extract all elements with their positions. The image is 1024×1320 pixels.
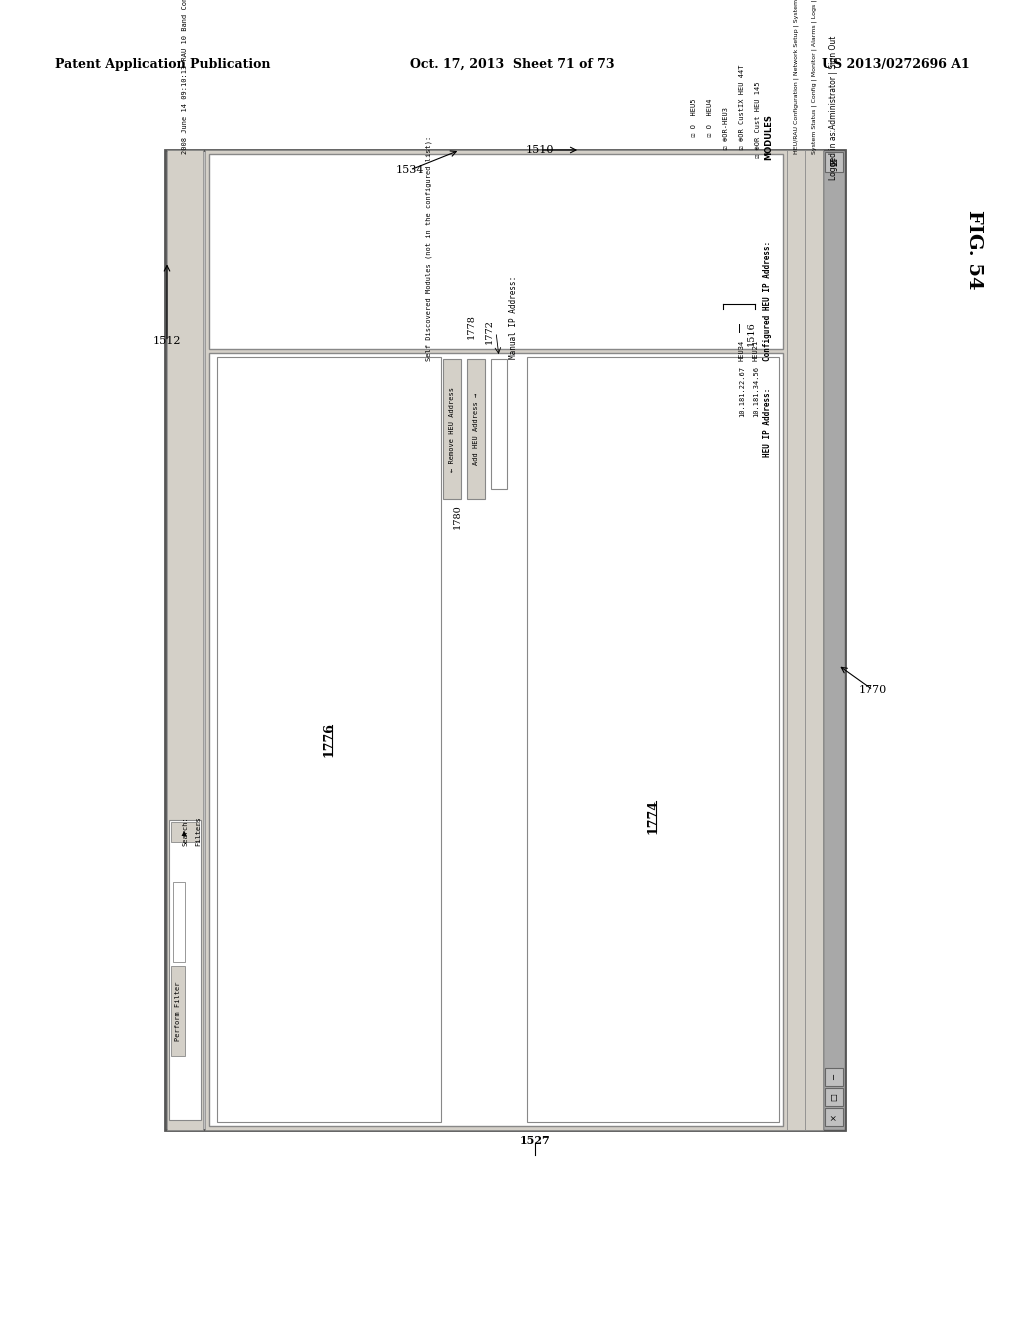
Text: HEU IP Address:: HEU IP Address: — [763, 388, 771, 457]
Text: 1774: 1774 — [646, 799, 659, 833]
Polygon shape — [209, 154, 783, 348]
Text: Patent Application Publication: Patent Application Publication — [55, 58, 270, 71]
Text: HEU/RAU Configuration | Network Setup | System HEUs | Maintenance | Options | Us: HEU/RAU Configuration | Network Setup | … — [794, 0, 799, 154]
Text: 1778: 1778 — [467, 314, 475, 339]
Text: FIG. 54: FIG. 54 — [965, 210, 983, 289]
Text: ☑ O  HEU5: ☑ O HEU5 — [691, 99, 697, 158]
Text: ☑ ⊕OR Cust HEU 145: ☑ ⊕OR Cust HEU 145 — [755, 82, 761, 158]
Text: MODULES: MODULES — [765, 114, 773, 160]
Text: Filters: Filters — [195, 816, 201, 846]
Text: ☑ ⊕OR-HEU3: ☑ ⊕OR-HEU3 — [723, 107, 729, 158]
Text: 1772: 1772 — [485, 319, 494, 345]
Polygon shape — [165, 150, 845, 1130]
Text: ×: × — [829, 1114, 839, 1121]
Text: US 2013/0272696 A1: US 2013/0272696 A1 — [822, 58, 970, 71]
Polygon shape — [490, 359, 507, 488]
Text: Manual IP Address:: Manual IP Address: — [509, 276, 517, 359]
Text: 2008 June 14 09:10:13—RAU 10 Band Configuration Cellular Enabled: 2008 June 14 09:10:13—RAU 10 Band Config… — [182, 0, 188, 154]
Text: 1510: 1510 — [525, 145, 554, 154]
Text: ⊠: ⊠ — [829, 158, 839, 166]
Text: 1770: 1770 — [859, 685, 887, 696]
Polygon shape — [527, 356, 779, 1122]
Text: HEU21: HEU21 — [753, 339, 759, 360]
Text: Add HEU Address →: Add HEU Address → — [473, 393, 479, 465]
Text: System Status | Config | Monitor | Alarms | Logs | Properties | Installation | S: System Status | Config | Monitor | Alarm… — [811, 0, 817, 154]
Polygon shape — [825, 152, 843, 172]
Text: Logged in as:Administrator | Sign Out: Logged in as:Administrator | Sign Out — [829, 36, 839, 180]
Text: 1534: 1534 — [395, 165, 424, 176]
Text: ☑ ⊕OR CustIX HEU 44T: ☑ ⊕OR CustIX HEU 44T — [739, 65, 745, 158]
Text: □: □ — [829, 1093, 839, 1101]
Text: ▶: ▶ — [182, 829, 188, 834]
Text: ─: ─ — [829, 1074, 839, 1080]
Polygon shape — [169, 820, 201, 1119]
Polygon shape — [205, 150, 787, 1130]
Polygon shape — [467, 359, 485, 499]
Polygon shape — [443, 359, 461, 499]
Text: Search:: Search: — [183, 816, 189, 846]
Polygon shape — [209, 352, 783, 1126]
Polygon shape — [167, 150, 203, 1130]
Polygon shape — [787, 150, 805, 1130]
Polygon shape — [171, 822, 199, 842]
Text: ☑ O  HEU4: ☑ O HEU4 — [707, 99, 713, 158]
Text: 1512: 1512 — [153, 337, 181, 346]
Text: Oct. 17, 2013  Sheet 71 of 73: Oct. 17, 2013 Sheet 71 of 73 — [410, 58, 614, 71]
Polygon shape — [825, 1088, 843, 1106]
Text: 10.181.34.56: 10.181.34.56 — [753, 366, 759, 417]
Polygon shape — [805, 150, 823, 1130]
Text: ← Remove HEU Address: ← Remove HEU Address — [449, 387, 455, 471]
Text: Perform Filter: Perform Filter — [175, 981, 181, 1040]
Text: Self Discovered Modules (not in the configured list):: Self Discovered Modules (not in the conf… — [426, 136, 432, 360]
Text: 1527: 1527 — [519, 1134, 550, 1146]
Polygon shape — [171, 966, 185, 1056]
Polygon shape — [825, 1068, 843, 1086]
Text: Configured HEU IP Address:: Configured HEU IP Address: — [763, 240, 771, 360]
Text: 10.181.22.67: 10.181.22.67 — [739, 366, 745, 417]
Polygon shape — [823, 150, 845, 1130]
Polygon shape — [173, 882, 185, 962]
Polygon shape — [217, 356, 441, 1122]
Polygon shape — [825, 1107, 843, 1126]
Text: HEU34: HEU34 — [739, 339, 745, 360]
Text: 1516: 1516 — [746, 322, 756, 346]
Text: 1780: 1780 — [453, 504, 462, 529]
Text: 1776: 1776 — [323, 722, 336, 756]
